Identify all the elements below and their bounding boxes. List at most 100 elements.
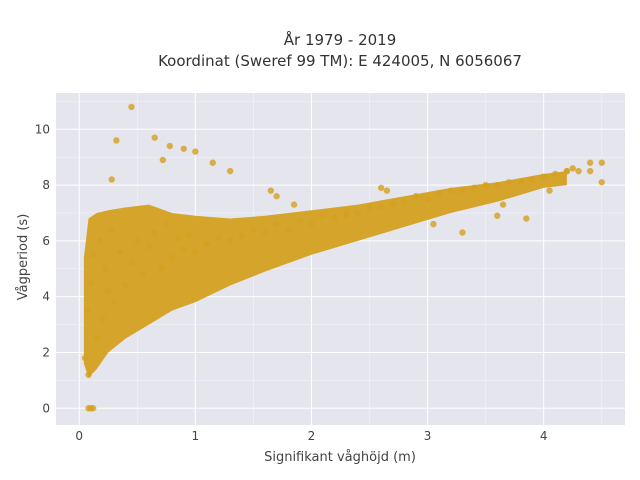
data-point xyxy=(99,315,106,323)
data-point xyxy=(267,187,275,194)
data-point xyxy=(151,134,158,141)
chart-title: År 1979 - 2019 xyxy=(284,30,397,49)
data-point xyxy=(436,190,443,197)
y-tick-label: 2 xyxy=(42,345,50,359)
data-point xyxy=(261,229,269,236)
data-point xyxy=(563,167,571,175)
data-point xyxy=(383,187,391,194)
data-point xyxy=(180,246,187,253)
data-point xyxy=(96,237,104,245)
data-point xyxy=(85,371,92,378)
data-point xyxy=(116,248,124,256)
data-point xyxy=(113,137,120,144)
data-point xyxy=(377,204,385,211)
data-point xyxy=(209,159,216,166)
data-point xyxy=(226,237,234,245)
x-axis-title: Signifikant våghöjd (m) xyxy=(264,450,416,465)
data-point xyxy=(482,181,489,189)
data-point xyxy=(459,229,466,236)
y-tick-label: 10 xyxy=(35,122,50,136)
data-point xyxy=(192,248,199,256)
data-point xyxy=(159,156,167,164)
data-point xyxy=(186,232,193,239)
data-point xyxy=(151,229,158,236)
data-point xyxy=(81,354,89,362)
data-point xyxy=(499,201,507,208)
data-point xyxy=(128,259,135,267)
data-point xyxy=(354,209,362,217)
data-point xyxy=(166,142,173,150)
data-point xyxy=(273,193,280,200)
data-point xyxy=(134,237,141,245)
data-point xyxy=(598,179,605,186)
data-point xyxy=(517,179,524,186)
data-point xyxy=(273,220,280,228)
data-point xyxy=(586,167,594,175)
data-point xyxy=(459,187,466,194)
data-point xyxy=(528,176,536,183)
x-tick-label: 2 xyxy=(308,429,316,443)
data-point xyxy=(430,220,437,228)
data-point xyxy=(296,218,304,225)
data-point xyxy=(343,212,350,219)
data-point xyxy=(157,265,164,272)
data-point xyxy=(424,195,431,203)
data-point xyxy=(93,335,100,342)
x-tick-label: 1 xyxy=(192,429,200,443)
data-point xyxy=(101,265,108,272)
data-point xyxy=(586,159,594,166)
data-point xyxy=(250,226,257,233)
data-point xyxy=(552,170,559,178)
data-point xyxy=(238,232,245,239)
data-point xyxy=(163,220,170,228)
data-point xyxy=(128,103,135,111)
data-point xyxy=(505,179,513,186)
density-cloud xyxy=(83,171,567,378)
y-tick-label: 0 xyxy=(42,401,50,415)
data-point xyxy=(523,215,530,222)
data-point xyxy=(285,226,292,233)
x-tick-labels: 0 1 2 3 4 xyxy=(75,429,547,443)
data-point xyxy=(412,193,420,200)
data-point xyxy=(174,234,182,242)
data-point xyxy=(89,405,97,412)
data-point xyxy=(447,187,455,194)
data-point xyxy=(203,240,211,247)
data-point xyxy=(331,215,338,222)
y-tick-labels: 0 2 4 6 8 10 xyxy=(35,122,50,415)
data-point xyxy=(366,204,373,211)
x-tick-label: 0 xyxy=(75,429,83,443)
data-point xyxy=(308,220,315,228)
x-tick-label: 4 xyxy=(540,429,548,443)
data-point xyxy=(540,173,547,180)
chart-subtitle: Koordinat (Sweref 99 TM): E 424005, N 60… xyxy=(158,52,522,70)
data-point xyxy=(226,167,234,175)
data-point xyxy=(290,201,298,208)
data-point xyxy=(215,234,222,242)
data-point xyxy=(319,212,327,219)
data-points xyxy=(81,103,605,412)
data-point xyxy=(401,198,408,206)
data-point xyxy=(87,279,95,286)
data-point xyxy=(494,212,501,219)
data-point xyxy=(192,148,199,155)
data-point xyxy=(575,167,582,175)
y-tick-label: 8 xyxy=(42,178,50,192)
data-point xyxy=(105,287,112,295)
data-point xyxy=(377,184,385,192)
data-point xyxy=(180,145,187,152)
data-point xyxy=(84,307,91,314)
data-point xyxy=(122,282,129,289)
data-point xyxy=(168,254,176,261)
data-point xyxy=(546,187,553,194)
point-cloud-envelope xyxy=(83,171,567,378)
data-point xyxy=(110,299,118,306)
y-axis-title: Vågperiod (s) xyxy=(16,214,31,301)
data-point xyxy=(108,226,115,233)
y-tick-label: 6 xyxy=(42,234,50,248)
data-point xyxy=(89,251,97,259)
y-tick-label: 4 xyxy=(42,290,50,304)
data-point xyxy=(108,176,115,183)
data-point xyxy=(145,243,153,250)
